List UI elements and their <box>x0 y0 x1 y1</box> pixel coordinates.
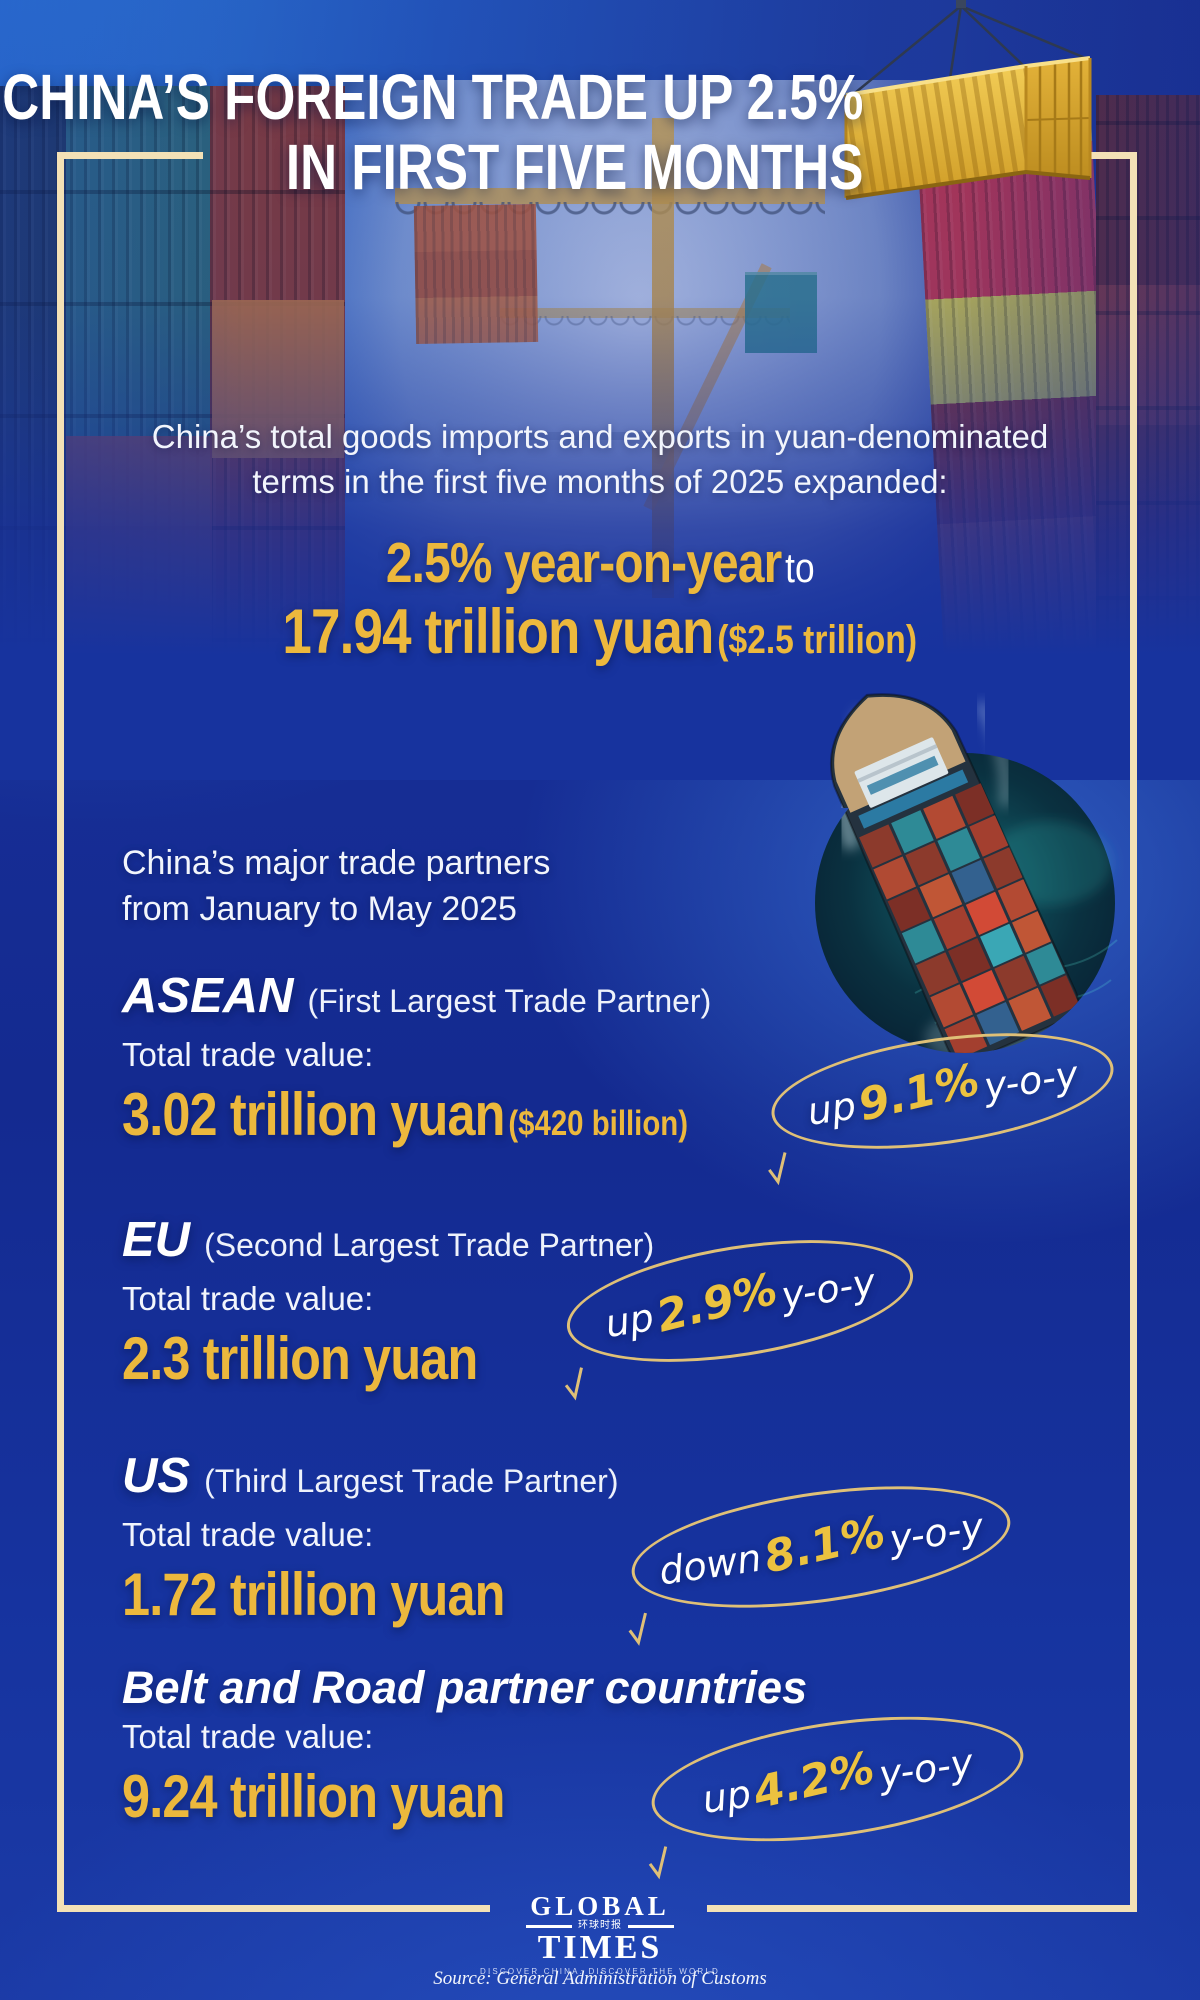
yoy-annotation-eu: up2.9%y-o-y <box>558 1219 922 1401</box>
intro-line-2: terms in the first five months of 2025 e… <box>252 463 948 500</box>
partner-value-label: Total trade value: <box>122 1036 374 1073</box>
yoy-annotation-belt-and-road: up4.2%y-o-y <box>643 1696 1032 1880</box>
deck-containers <box>859 783 1080 1053</box>
partner-rank-note: (First Largest Trade Partner) <box>307 983 712 1019</box>
yoy-annotation-asean: up9.1%y-o-y <box>764 1014 1121 1186</box>
intro-text: China’s total goods imports and exports … <box>60 414 1140 504</box>
frame-bottom-left-segment <box>57 1905 490 1912</box>
partner-rank-note: (Third Largest Trade Partner) <box>204 1463 619 1499</box>
frame-bottom-right-segment <box>707 1905 1137 1912</box>
source-credit: Source: General Administration of Custom… <box>433 1968 767 1989</box>
partner-name: EU <box>122 1213 191 1267</box>
partner-value: 2.3 trillion yuan <box>122 1325 478 1392</box>
global-times-logo: GLOBAL 环球时报 TIMES DISCOVER CHINA. DISCOV… <box>0 1891 1200 1977</box>
partner-section-eu: EU (Second Largest Trade Partner) Total … <box>122 1212 654 1393</box>
ship-group <box>830 693 1080 1053</box>
logo-rule-left <box>526 1924 572 1928</box>
yellow-container <box>844 56 1092 200</box>
page-title: CHINA’S FOREIGN TRADE UP 2.5% IN FIRST F… <box>0 62 863 202</box>
annotation-arrow-icon <box>648 1846 668 1880</box>
partner-value-label: Total trade value: <box>122 1280 374 1317</box>
yoy-annotation-us: down8.1%y-o-y <box>624 1465 1018 1646</box>
annotation-arrow-icon <box>564 1367 583 1401</box>
partner-usd: ($420 billion) <box>508 1104 689 1143</box>
total-value: 17.94 trillion yuan <box>282 597 715 667</box>
headline-growth: 2.5% year-on-year to <box>0 530 1200 596</box>
frame-right-border <box>1130 152 1137 1912</box>
logo-times-text: TIMES <box>537 1929 663 1966</box>
partner-rank-note: (Second Largest Trade Partner) <box>204 1227 655 1263</box>
title-line-2: IN FIRST FIVE MONTHS <box>285 131 864 203</box>
logo-global-text: GLOBAL <box>530 1891 670 1921</box>
logo-tagline: DISCOVER CHINA. DISCOVER THE WORLD <box>479 1967 720 1976</box>
headline-total: 17.94 trillion yuan ($2.5 trillion) <box>0 596 1200 668</box>
partner-name: ASEAN <box>122 969 294 1023</box>
partner-value: 1.72 trillion yuan <box>122 1561 505 1628</box>
annotation-arrow-icon <box>628 1612 647 1646</box>
growth-connector: to <box>784 544 815 591</box>
cargo-ship-illustration <box>815 693 1118 1053</box>
frame-left-border <box>57 152 64 1912</box>
partner-value-label: Total trade value: <box>122 1718 374 1755</box>
logo-rule-right <box>628 1924 674 1928</box>
partners-heading-line-1: China’s major trade partners <box>122 844 551 882</box>
frame-top-left-segment <box>57 152 203 159</box>
partner-value-label: Total trade value: <box>122 1516 374 1553</box>
partner-section-belt-and-road: Belt and Road partner countries Total tr… <box>122 1662 807 1831</box>
total-usd: ($2.5 trillion) <box>717 618 918 662</box>
partner-name: Belt and Road partner countries <box>122 1662 808 1713</box>
intro-line-1: China’s total goods imports and exports … <box>151 418 1049 455</box>
crane-cables <box>849 0 1091 98</box>
title-line-1: CHINA’S FOREIGN TRADE UP 2.5% <box>1 61 863 133</box>
crane-hook <box>956 0 966 8</box>
partner-value: 9.24 trillion yuan <box>122 1763 505 1830</box>
logo-chinese-text: 环球时报 <box>578 1920 622 1931</box>
growth-value: 2.5% year-on-year <box>385 531 782 595</box>
partner-section-us: US (Third Largest Trade Partner) Total t… <box>122 1448 618 1629</box>
partner-value: 3.02 trillion yuan <box>122 1081 505 1148</box>
annotation-arrow-icon <box>768 1152 787 1186</box>
partners-heading-line-2: from January to May 2025 <box>122 890 517 928</box>
partners-heading: China’s major trade partners from Januar… <box>122 840 550 932</box>
partner-name: US <box>122 1449 191 1503</box>
partner-section-asean: ASEAN (First Largest Trade Partner) Tota… <box>122 968 796 1149</box>
crane-container-illustration <box>844 0 1092 200</box>
